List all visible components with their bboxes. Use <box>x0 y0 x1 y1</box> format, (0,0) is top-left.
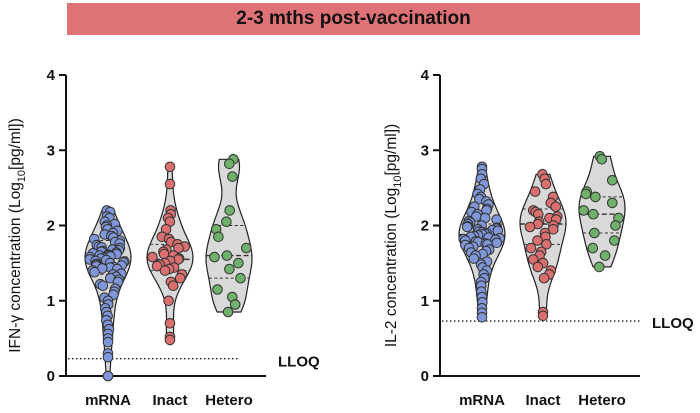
data-point-inact <box>541 239 552 250</box>
x-category-label: Inact <box>525 392 560 409</box>
data-point-inact <box>167 280 179 292</box>
chart-title: 2-3 mths post-vaccination <box>236 8 471 29</box>
data-point-inact <box>174 272 186 284</box>
data-point-inact <box>164 178 176 190</box>
y-axis-label: IFN-γ concentration (Log10[pg/ml]) <box>7 118 28 353</box>
data-point-hetero <box>607 197 618 209</box>
data-point-inact <box>163 295 174 307</box>
data-point-mrna <box>102 351 114 363</box>
data-point-hetero <box>580 188 592 200</box>
data-point-inact <box>147 251 158 263</box>
y-tick-label: 0 <box>47 368 55 385</box>
x-category-label: Hetero <box>578 392 626 409</box>
data-point-hetero <box>224 263 235 275</box>
y-tick-label: 3 <box>421 142 429 159</box>
lloq-label: LLOQ <box>278 354 320 371</box>
y-axis-label: IL-2 concentration (Log10[pg/ml]) <box>383 124 404 347</box>
data-point-inact <box>538 272 550 284</box>
x-category-label: Inact <box>152 392 187 409</box>
data-point-mrna <box>89 266 100 278</box>
data-point-mrna <box>102 370 114 382</box>
data-point-inact <box>532 261 544 273</box>
lloq-label: LLOQ <box>652 315 694 332</box>
y-tick-label: 1 <box>421 293 429 310</box>
data-point-hetero <box>227 171 238 182</box>
data-point-hetero <box>607 175 618 186</box>
data-point-mrna <box>102 336 114 348</box>
data-point-hetero <box>213 231 224 243</box>
data-point-hetero <box>609 235 620 246</box>
data-point-inact <box>151 260 163 272</box>
data-point-hetero <box>224 205 235 216</box>
data-point-hetero <box>241 242 252 254</box>
data-point-inact <box>159 265 171 276</box>
x-category-label: Hetero <box>205 392 253 409</box>
data-point-hetero <box>212 284 223 295</box>
data-point-mrna <box>476 312 488 323</box>
data-point-hetero <box>229 299 241 310</box>
data-point-inact <box>529 186 541 197</box>
data-point-hetero <box>578 205 589 216</box>
data-point-hetero <box>235 272 246 284</box>
y-tick-label: 0 <box>421 368 429 385</box>
y-tick-label: 4 <box>421 67 430 84</box>
data-point-inact <box>525 242 537 254</box>
data-point-inact <box>550 201 562 212</box>
data-point-hetero <box>596 154 608 165</box>
y-tick-label: 1 <box>47 293 55 310</box>
data-point-hetero <box>233 257 244 269</box>
data-point-hetero <box>221 216 232 227</box>
data-point-inact <box>173 242 184 254</box>
data-point-inact <box>540 178 552 190</box>
data-point-hetero <box>587 242 599 254</box>
x-category-label: mRNA <box>459 392 505 409</box>
data-point-mrna <box>461 221 473 233</box>
il2-panel: 0 1 2 3 4 IL-2 concentration (Log10[pg/ml]) LL… <box>383 67 694 409</box>
data-point-hetero <box>588 208 599 220</box>
data-point-hetero <box>222 306 234 318</box>
data-point-hetero <box>599 250 611 261</box>
data-point-hetero <box>590 191 601 203</box>
data-point-mrna <box>97 280 109 292</box>
data-point-inact <box>532 235 543 246</box>
y-tick-label: 3 <box>47 142 55 159</box>
data-point-inact <box>537 310 549 322</box>
title-banner: 2-3 mths post-vaccination <box>67 3 640 35</box>
data-point-inact <box>164 334 176 346</box>
data-point-inact <box>164 318 176 329</box>
ifn-gamma-panel: 0 1 2 3 4 IFN-γ concentration (Log10[pg/ml]) L… <box>7 67 320 409</box>
data-point-inact <box>524 221 536 233</box>
data-point-inact <box>527 254 539 265</box>
y-tick-label: 4 <box>47 67 56 84</box>
y-tick-label: 2 <box>421 218 429 235</box>
y-tick-label: 2 <box>47 218 55 235</box>
data-point-hetero <box>593 261 605 273</box>
data-point-hetero <box>589 227 600 239</box>
data-point-hetero <box>209 251 220 263</box>
data-point-inact <box>164 161 176 173</box>
x-category-label: mRNA <box>85 392 131 409</box>
data-point-hetero <box>610 220 621 231</box>
data-point-mrna <box>468 253 480 264</box>
data-point-mrna <box>491 237 503 249</box>
data-point-hetero <box>224 158 235 170</box>
data-point-hetero <box>221 250 233 261</box>
